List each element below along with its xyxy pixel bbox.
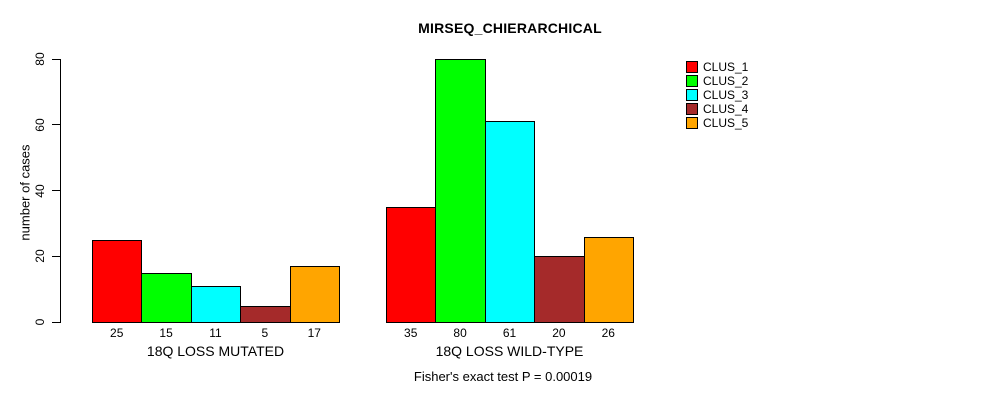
bar-value-label: 5 (261, 326, 269, 340)
y-tick-label: 60 (33, 118, 47, 132)
legend-item-clus_1: CLUS_1 (686, 60, 748, 74)
bar-value-label: 11 (209, 326, 222, 340)
y-axis-tick (52, 190, 60, 191)
y-tick-label: 0 (33, 318, 47, 326)
legend-swatch-clus_2 (686, 75, 698, 87)
legend-label: CLUS_4 (703, 102, 749, 116)
legend-label: CLUS_5 (703, 116, 749, 130)
y-axis-title: number of cases (17, 144, 33, 241)
y-axis-tick (52, 255, 60, 257)
bar-clus_4 (240, 305, 291, 323)
legend-swatch-clus_1 (686, 61, 698, 73)
legend-swatch-clus_4 (686, 103, 698, 115)
y-axis-tick (52, 124, 60, 126)
legend-item-clus_4: CLUS_4 (686, 102, 748, 116)
category-label: 18Q LOSS MUTATED (146, 343, 285, 359)
annotation-fishers-test: Fisher's exact test P = 0.00019 (413, 369, 593, 384)
legend-swatch-clus_5 (686, 117, 698, 129)
y-tick-label: 20 (33, 249, 47, 263)
legend-swatch-clus_3 (686, 89, 698, 101)
bar-value-label: 25 (110, 326, 124, 340)
bar-value-label: 15 (159, 326, 173, 340)
y-axis-tick (52, 58, 60, 60)
y-tick-label: 80 (33, 52, 47, 66)
bar-value-label: 61 (502, 326, 517, 340)
bar-clus_2 (435, 59, 486, 323)
chart-title: MIRSEQ_CHIERARCHICAL (418, 20, 602, 36)
bar-value-label: 17 (307, 326, 321, 340)
bar-clus_3 (484, 121, 536, 323)
legend-item-clus_5: CLUS_5 (686, 116, 748, 130)
legend-label: CLUS_3 (703, 88, 749, 102)
category-label: 18Q LOSS WILD-TYPE (435, 343, 584, 359)
bar-clus_4 (534, 256, 585, 323)
y-axis-line (60, 59, 61, 323)
legend: CLUS_1 CLUS_2 CLUS_3 CLUS_4 CLUS_5 (686, 60, 748, 130)
bar-value-label: 80 (453, 326, 467, 340)
bar-clus_5 (289, 266, 340, 323)
legend-label: CLUS_2 (703, 74, 749, 88)
bar-clus_5 (583, 236, 634, 323)
bar-clus_1 (386, 206, 437, 323)
bar-value-label: 35 (404, 326, 418, 340)
legend-item-clus_2: CLUS_2 (686, 74, 748, 88)
legend-label: CLUS_1 (703, 60, 749, 74)
y-axis-tick (52, 321, 60, 323)
y-tick-label: 40 (33, 183, 47, 198)
bar-clus_3 (190, 285, 242, 323)
bar-clus_2 (141, 272, 192, 323)
bar-value-label: 26 (601, 326, 615, 340)
legend-item-clus_3: CLUS_3 (686, 88, 748, 102)
bar-value-label: 20 (552, 326, 566, 340)
bar-clus_1 (92, 239, 143, 323)
